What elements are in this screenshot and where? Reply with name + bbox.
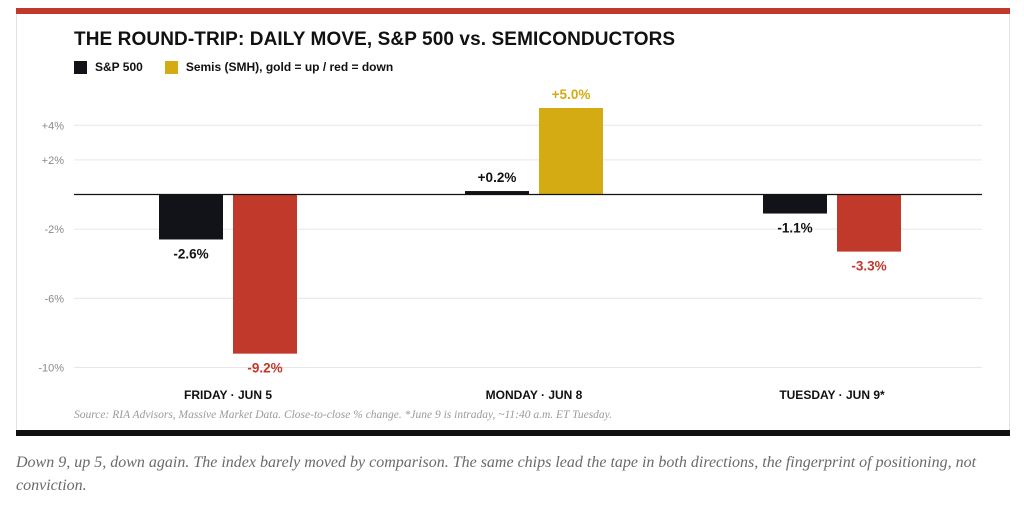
bottom-rule [16,430,1010,436]
x-category-label: TUESDAY · JUN 9* [779,388,885,402]
bar-semis [233,194,297,354]
legend-item-semis: Semis (SMH), gold = up / red = down [164,60,394,74]
bar-semis [539,108,603,195]
source-note: Source: RIA Advisors, Massive Market Dat… [74,409,613,421]
data-label-sp500: -2.6% [173,246,208,261]
data-label-sp500: +0.2% [478,170,517,185]
legend-item-sp500: S&P 500 [74,60,143,74]
bar-sp500 [465,191,529,195]
chart-legend: S&P 500 Semis (SMH), gold = up / red = d… [74,59,415,75]
y-tick-label: -10% [38,363,64,375]
figure-caption: Down 9, up 5, down again. The index bare… [16,454,977,494]
legend-swatch-semis [164,60,178,74]
top-accent-rule [16,8,1010,14]
y-tick-label: -2% [44,224,64,236]
data-label-semis: -3.3% [851,259,886,274]
data-label-semis: +5.0% [552,87,591,102]
legend-label-semis: Semis (SMH), gold = up / red = down [185,60,394,74]
bar-sp500 [763,194,827,214]
data-label-sp500: -1.1% [777,221,812,236]
y-tick-label: -6% [44,293,64,305]
legend-label-sp500: S&P 500 [95,60,143,74]
bar-semis [837,194,901,252]
x-category-label: FRIDAY · JUN 5 [184,388,272,402]
y-tick-label: +4% [42,120,65,132]
bar-sp500 [159,194,223,240]
y-tick-label: +2% [42,155,65,167]
x-category-label: MONDAY · JUN 8 [486,388,583,402]
chart-title: THE ROUND-TRIP: DAILY MOVE, S&P 500 vs. … [74,29,676,50]
data-label-semis: -9.2% [247,361,282,376]
legend-swatch-sp500 [74,60,87,74]
